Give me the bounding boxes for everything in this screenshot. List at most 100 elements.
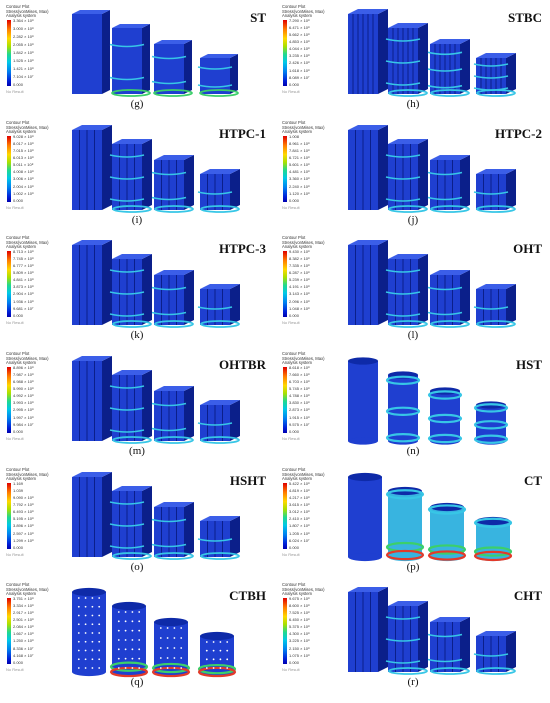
legend-value: 3.873 × 10⁸ xyxy=(13,284,34,290)
color-scale-bar xyxy=(283,482,287,549)
crushed-specimen xyxy=(109,254,152,328)
legend-value: 2.084 × 10⁸ xyxy=(13,624,34,630)
contour-legend: Contour Plot Stress(vonMises, Max) Analysi… xyxy=(6,467,64,560)
panel-o: Contour Plot Stress(vonMises, Max) Analysi… xyxy=(2,465,272,577)
color-scale-bar xyxy=(283,135,287,202)
panel-title: HTPC-1 xyxy=(219,126,266,141)
legend-value: 6.013 × 10⁸ xyxy=(13,155,34,161)
legend-value: 2.004 × 10⁸ xyxy=(13,183,34,189)
panel-l: Contour Plot Stress(vonMises, Max) Analysi… xyxy=(278,233,548,345)
crushed-specimen xyxy=(348,587,388,672)
legend-title-line2: Stress(vonMises, Max) xyxy=(6,355,49,361)
legend-value: 9.090 × 10⁸ xyxy=(13,495,34,500)
legend-title-line2: Stress(vonMises, Max) xyxy=(282,239,325,245)
crushed-specimen xyxy=(151,386,194,444)
crushed-specimen xyxy=(151,502,194,560)
legend-value: 7.745 × 10⁸ xyxy=(13,255,34,261)
crushed-specimen xyxy=(109,24,151,97)
contour-legend: Contour Plot Stress(vonMises, Max) Analysi… xyxy=(6,4,64,97)
legend-value: 2.096 × 10⁸ xyxy=(289,298,310,304)
crushed-specimen xyxy=(473,53,516,97)
legend-value: 1.250 × 10⁸ xyxy=(13,638,34,644)
crushed-specimen xyxy=(348,472,382,562)
legend-value: 0.000 xyxy=(289,544,300,550)
legend-no-result: No Result xyxy=(282,204,300,210)
legend-title-line1: Contour Plot xyxy=(282,351,306,356)
legend-value: 0.000 xyxy=(289,659,300,665)
legend-title-line2: Stress(vonMises, Max) xyxy=(282,471,325,477)
legend-value: 6.450 × 10⁸ xyxy=(289,617,310,623)
legend-value: 9.430 × 10⁸ xyxy=(289,248,310,254)
legend-value: 1.525 × 10⁸ xyxy=(13,57,34,63)
panel-q: Contour Plot Stress(vonMises, Max) Analysi… xyxy=(2,580,272,692)
legend-value: 8.017 × 10⁸ xyxy=(13,140,34,146)
legend-value: 1.002 × 10⁸ xyxy=(13,190,34,196)
crushed-specimen xyxy=(385,601,428,675)
legend-value: 7.104 × 10⁷ xyxy=(13,73,34,79)
crushed-specimen xyxy=(348,357,378,445)
deformation-sequence xyxy=(348,587,516,675)
legend-value: 6.024 × 10⁷ xyxy=(289,537,310,543)
legend-value: 2.917 × 10⁸ xyxy=(13,610,34,615)
legend-title-line3: Analysis system xyxy=(282,13,313,19)
legend-value: 4.300 × 10⁸ xyxy=(289,631,310,637)
legend-title-line3: Analysis system xyxy=(282,360,313,366)
crushed-specimen xyxy=(348,240,388,325)
color-scale-bar xyxy=(7,482,11,549)
legend-title-line2: Stress(vonMises, Max) xyxy=(6,586,49,592)
legend-no-result: No Result xyxy=(282,319,300,325)
legend-value: 0.000 xyxy=(13,312,24,318)
crushed-specimen xyxy=(385,254,428,328)
legend-value: 4.008 × 10⁸ xyxy=(13,169,34,175)
legend-value: 5.601 × 10⁸ xyxy=(289,162,310,168)
panel-label: (k) xyxy=(130,329,144,341)
color-scale-bar xyxy=(7,19,11,86)
panel-p: Contour Plot Stress(vonMises, Max) Analysi… xyxy=(278,465,548,577)
color-scale-bar xyxy=(7,597,11,664)
legend-value: 4.044 × 10⁸ xyxy=(289,46,310,52)
contour-legend: Contour Plot Stress(vonMises, Max) Analysi… xyxy=(6,582,64,675)
legend-value: 6.287 × 10⁸ xyxy=(289,270,310,276)
legend-value: 2.055 × 10⁸ xyxy=(13,41,34,47)
deformation-sequence xyxy=(72,356,240,444)
contour-legend: Contour Plot Stress(vonMises, Max) Analysi… xyxy=(282,4,340,97)
legend-value: 8.600 × 10⁸ xyxy=(289,602,310,608)
legend-value: 0.000 xyxy=(289,197,300,203)
legend-value: 4.853 × 10⁸ xyxy=(289,39,310,45)
crushed-specimen xyxy=(72,356,112,441)
legend-title-line2: Stress(vonMises, Max) xyxy=(6,8,49,14)
legend-value: 7.015 × 10⁸ xyxy=(13,148,34,153)
crushed-specimen xyxy=(197,54,239,97)
legend-value: 1.008 xyxy=(289,133,300,139)
legend-no-result: No Result xyxy=(282,435,300,441)
legend-no-result: No Result xyxy=(282,88,300,94)
legend-value: 8.382 × 10⁸ xyxy=(289,255,310,261)
legend-value: 8.713 × 10⁸ xyxy=(13,248,34,254)
legend-value: 4.217 × 10⁸ xyxy=(289,495,310,500)
crushed-specimen xyxy=(151,155,194,213)
legend-no-result: No Result xyxy=(6,88,24,94)
legend-no-result: No Result xyxy=(6,435,24,441)
legend-value: 3.360 × 10⁸ xyxy=(289,176,310,182)
legend-value: 4.788 × 10⁸ xyxy=(289,393,310,399)
crushed-specimen xyxy=(197,284,240,328)
crushed-specimen xyxy=(473,169,516,213)
crushed-specimen xyxy=(109,139,152,213)
crushed-specimen xyxy=(109,486,152,560)
panel-k: Contour Plot Stress(vonMises, Max) Analysi… xyxy=(2,233,272,345)
legend-value: 6.471 × 10⁸ xyxy=(289,24,310,30)
crushed-specimen xyxy=(473,516,513,562)
legend-title-line2: Stress(vonMises, Max) xyxy=(6,239,49,245)
legend-value: 7.987 × 10⁸ xyxy=(13,371,34,377)
legend-title-line3: Analysis system xyxy=(282,244,313,250)
deformation-sequence xyxy=(72,10,239,97)
legend-no-result: No Result xyxy=(282,666,300,672)
legend-title-line2: Stress(vonMises, Max) xyxy=(6,471,49,477)
legend-value: 7.792 × 10⁸ xyxy=(13,502,34,508)
legend-no-result: No Result xyxy=(6,319,24,325)
legend-value: 0.000 xyxy=(289,428,300,434)
legend-value: 0.000 xyxy=(289,81,300,87)
legend-title-line2: Stress(vonMises, Max) xyxy=(282,355,325,361)
legend-value: 4.841 × 10⁸ xyxy=(13,277,34,283)
crushed-specimen xyxy=(427,270,470,328)
